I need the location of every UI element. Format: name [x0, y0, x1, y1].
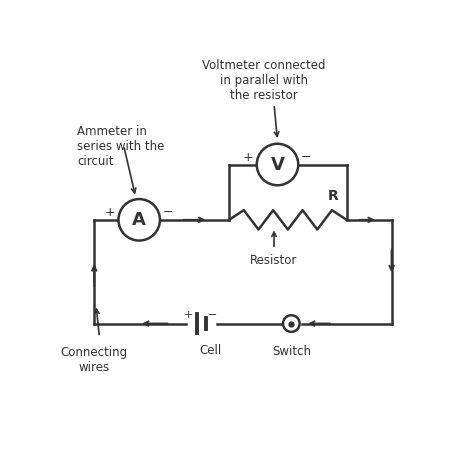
Text: −: − — [208, 310, 217, 320]
Text: Cell: Cell — [199, 343, 221, 357]
Text: Ammeter in
series with the
circuit: Ammeter in series with the circuit — [77, 125, 164, 168]
Text: +: + — [104, 207, 115, 220]
Text: V: V — [271, 155, 284, 173]
Text: −: − — [162, 207, 173, 220]
Text: Switch: Switch — [272, 345, 311, 358]
Circle shape — [118, 199, 160, 241]
Text: R: R — [328, 189, 338, 202]
Text: Resistor: Resistor — [250, 255, 298, 268]
Text: Voltmeter connected
in parallel with
the resistor: Voltmeter connected in parallel with the… — [202, 59, 326, 102]
Circle shape — [283, 315, 300, 332]
Text: A: A — [132, 211, 146, 229]
Text: +: + — [184, 310, 193, 320]
Circle shape — [257, 144, 298, 185]
Text: −: − — [301, 151, 311, 164]
Text: +: + — [243, 151, 254, 164]
Text: Connecting
wires: Connecting wires — [61, 346, 128, 374]
